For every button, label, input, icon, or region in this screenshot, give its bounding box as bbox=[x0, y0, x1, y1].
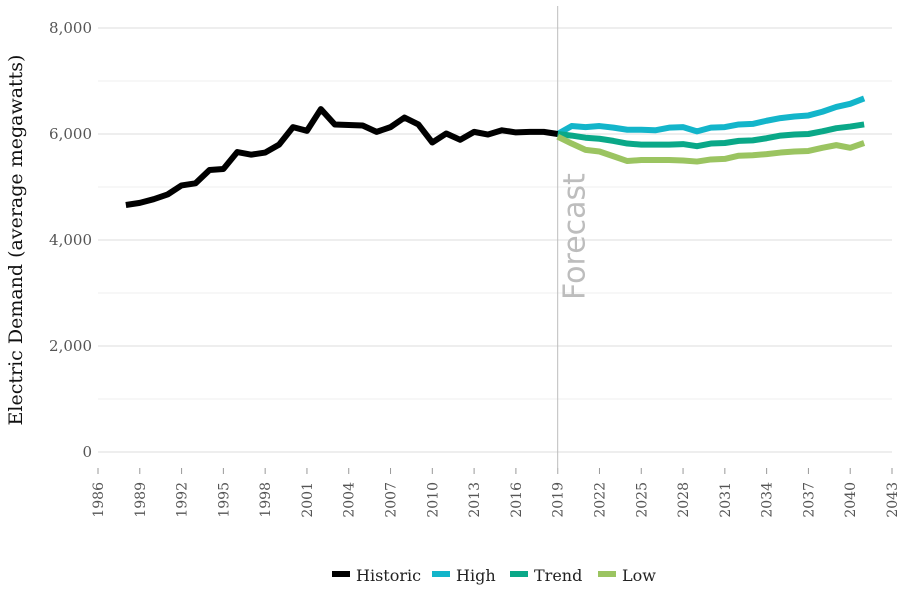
x-tick-label: 2040 bbox=[843, 482, 859, 518]
x-tick-label: 2028 bbox=[676, 482, 692, 518]
series-line-trend bbox=[557, 121, 865, 150]
y-tick-label: 0 bbox=[82, 443, 92, 461]
legend-swatch-historic bbox=[332, 571, 350, 577]
x-tick-label: 2004 bbox=[342, 482, 358, 518]
x-tick-label: 1986 bbox=[91, 482, 107, 518]
x-tick-label: 2037 bbox=[801, 482, 817, 518]
x-tick-label: 1992 bbox=[175, 482, 191, 518]
y-axis-ticks: 0 2,000 4,000 6,000 8,000 bbox=[49, 19, 92, 461]
legend-label-trend: Trend bbox=[534, 566, 582, 585]
x-tick-label: 2016 bbox=[509, 482, 525, 518]
x-tick-label: 2010 bbox=[425, 482, 441, 518]
grid-lines bbox=[98, 27, 892, 453]
series-line-low bbox=[556, 133, 866, 165]
x-tick-label: 2031 bbox=[718, 482, 734, 518]
legend-label-historic: Historic bbox=[356, 566, 421, 585]
series-line-historic bbox=[125, 106, 559, 208]
series-lines bbox=[125, 95, 866, 208]
x-tick-label: 2025 bbox=[634, 482, 650, 518]
x-tick-label: 1989 bbox=[133, 482, 149, 518]
x-tick-label: 1998 bbox=[258, 482, 274, 518]
legend-label-high: High bbox=[456, 566, 496, 585]
x-tick-label: 2019 bbox=[551, 482, 567, 518]
y-axis-label: Electric Demand (average megawatts) bbox=[5, 55, 27, 426]
legend: Historic High Trend Low bbox=[332, 566, 656, 585]
x-tick-label: 2001 bbox=[300, 482, 316, 518]
legend-swatch-trend bbox=[510, 571, 528, 577]
y-tick-label: 8,000 bbox=[49, 19, 92, 37]
x-tick-label: 2007 bbox=[384, 482, 400, 518]
x-tick-label: 2043 bbox=[885, 482, 900, 518]
y-tick-label: 2,000 bbox=[49, 337, 92, 355]
legend-label-low: Low bbox=[622, 566, 656, 585]
x-axis-ticks: 1986 1989 1992 1995 1998 2001 2004 2007 2010 2013… bbox=[91, 468, 900, 518]
x-tick-label: 2022 bbox=[592, 482, 608, 518]
series-line-high bbox=[556, 95, 866, 137]
legend-swatch-high bbox=[432, 571, 450, 577]
forecast-marker: Forecast bbox=[557, 6, 593, 474]
x-tick-label: 1995 bbox=[216, 482, 232, 518]
y-tick-label: 4,000 bbox=[49, 231, 92, 249]
forecast-label: Forecast bbox=[558, 173, 593, 300]
legend-swatch-low bbox=[598, 571, 616, 577]
y-tick-label: 6,000 bbox=[49, 125, 92, 143]
x-tick-label: 2013 bbox=[467, 482, 483, 518]
x-tick-label: 2034 bbox=[760, 482, 776, 518]
